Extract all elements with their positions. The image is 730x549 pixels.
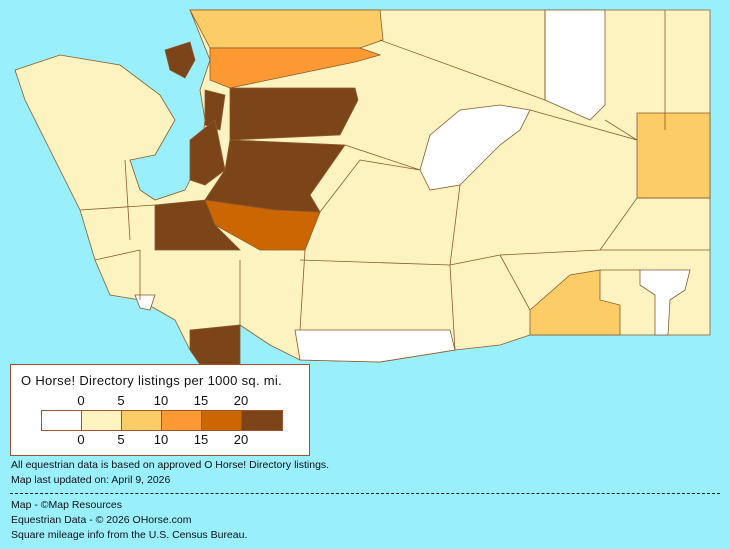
legend-swatch-20-plus xyxy=(242,411,282,430)
legend-swatch-15-20 xyxy=(202,411,242,430)
legend-tick-top: 20 xyxy=(233,393,249,408)
legend-tick-bottom: 10 xyxy=(153,432,169,447)
census-credit: Square mileage info from the U.S. Census… xyxy=(11,529,248,541)
state-base xyxy=(14,9,711,363)
county-borders xyxy=(79,10,710,351)
legend-tick-top: 5 xyxy=(117,393,125,408)
legend: O Horse! Directory listings per 1000 sq.… xyxy=(10,364,310,456)
county-garfield[interactable] xyxy=(639,269,691,336)
map-credit: Map - ©Map Resources xyxy=(11,499,123,511)
legend-title: O Horse! Directory listings per 1000 sq.… xyxy=(21,373,283,388)
legend-tick-top: 15 xyxy=(193,393,209,408)
legend-tick-bottom: 0 xyxy=(77,432,85,447)
data-credit: Equestrian Data - © 2026 OHorse.com xyxy=(11,514,192,526)
legend-swatch-10-15 xyxy=(162,411,202,430)
county-douglas[interactable] xyxy=(419,104,531,191)
county-island[interactable] xyxy=(204,89,226,131)
legend-tick-top: 10 xyxy=(153,393,169,408)
county-walla-walla[interactable] xyxy=(529,269,621,336)
county-snohomish[interactable] xyxy=(229,87,359,141)
county-thurston[interactable] xyxy=(154,199,241,251)
county-ferry[interactable] xyxy=(544,9,606,121)
legend-tick-bottom: 5 xyxy=(117,432,125,447)
county-kitsap[interactable] xyxy=(189,119,226,186)
updated-note: Map last updated on: April 9, 2026 xyxy=(11,474,171,486)
data-basis-note: All equestrian data is based on approved… xyxy=(11,459,330,471)
legend-swatch-5-10 xyxy=(122,411,162,430)
legend-swatch-0-5 xyxy=(82,411,122,430)
county-whatcom[interactable] xyxy=(189,9,384,49)
county-spokane[interactable] xyxy=(636,112,711,199)
divider xyxy=(10,493,720,494)
legend-tick-bottom: 15 xyxy=(193,432,209,447)
county-skagit[interactable] xyxy=(209,47,382,89)
legend-color-scale xyxy=(41,410,283,431)
legend-tick-bottom: 20 xyxy=(233,432,249,447)
county-klickitat[interactable] xyxy=(294,329,456,363)
legend-tick-top: 0 xyxy=(77,393,85,408)
legend-swatch-0 xyxy=(42,411,82,430)
county-san-juan[interactable] xyxy=(164,41,196,79)
county-wahkiakum[interactable] xyxy=(134,294,156,311)
